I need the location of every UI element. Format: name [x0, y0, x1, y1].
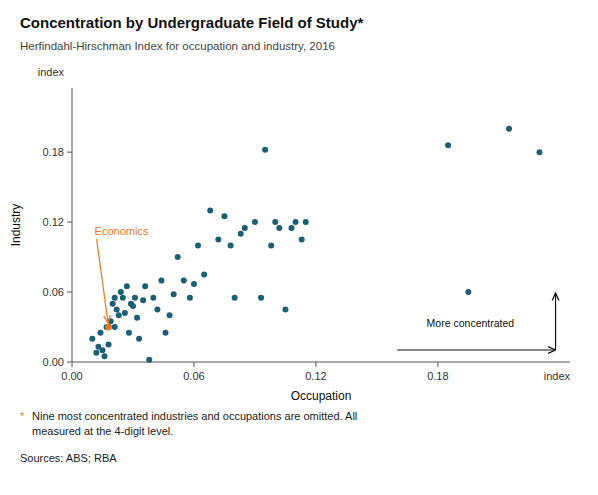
- x-axis-line: [72, 362, 570, 363]
- x-tick: [193, 362, 194, 367]
- point: [142, 283, 148, 289]
- point: [238, 231, 244, 237]
- x-axis-label: Occupation: [291, 389, 352, 403]
- point: [114, 307, 120, 313]
- annotations: Economics More concentrated: [95, 225, 556, 350]
- point: [289, 225, 295, 231]
- y-axis-label: Industry: [9, 204, 23, 247]
- footnote: Nine most concentrated industries and oc…: [32, 410, 357, 437]
- point: [258, 295, 264, 301]
- x-tick: [72, 362, 73, 367]
- point: [303, 219, 309, 225]
- point: [252, 219, 258, 225]
- direction-arrow: [555, 293, 556, 350]
- x-tick-label: 0.12: [305, 370, 326, 382]
- point: [99, 347, 105, 353]
- point: [163, 330, 169, 336]
- footnote-line: Nine most concentrated industries and oc…: [32, 410, 357, 422]
- point: [268, 242, 274, 248]
- y-tick-label: 0.18: [43, 146, 64, 158]
- y-tick-label: 0.12: [43, 216, 64, 228]
- point: [122, 310, 128, 316]
- point: [158, 277, 164, 283]
- point: [150, 295, 156, 301]
- point: [106, 342, 112, 348]
- chart: Concentration by Undergraduate Field of …: [0, 0, 598, 495]
- point: [110, 301, 116, 307]
- x-axis-unit: index: [544, 370, 571, 382]
- point: [276, 225, 282, 231]
- point: [93, 350, 99, 356]
- point: [175, 254, 181, 260]
- y-axis-unit: index: [38, 66, 65, 78]
- point: [181, 277, 187, 283]
- point: [132, 295, 138, 301]
- point: [108, 318, 114, 324]
- point: [272, 219, 278, 225]
- point: [118, 289, 124, 295]
- point: [124, 283, 130, 289]
- y-tick-label: 0.06: [43, 286, 64, 298]
- point: [187, 295, 193, 301]
- point: [191, 281, 197, 287]
- y-axis-line: [72, 88, 73, 362]
- point: [171, 291, 177, 297]
- x-tick-label: 0.06: [183, 370, 204, 382]
- point: [201, 272, 207, 278]
- point: [130, 303, 136, 309]
- x-tick: [437, 362, 438, 367]
- point: [506, 126, 512, 132]
- direction-arrow: [397, 349, 555, 350]
- point: [232, 295, 238, 301]
- y-tick: [67, 362, 72, 363]
- y-tick: [67, 292, 72, 293]
- point: [140, 297, 146, 303]
- footnote-line: measured at the 4-digit level.: [32, 425, 173, 437]
- x-tick-label: 0.00: [61, 370, 82, 382]
- point: [195, 242, 201, 248]
- point: [207, 207, 213, 213]
- point: [215, 237, 221, 243]
- point: [112, 324, 118, 330]
- x-tick-label: 0.18: [427, 370, 448, 382]
- point: [242, 225, 248, 231]
- highlight-point: [105, 324, 112, 331]
- point: [112, 295, 118, 301]
- point: [299, 237, 305, 243]
- point: [136, 336, 142, 342]
- point: [167, 312, 173, 318]
- annotation-label: Economics: [95, 225, 149, 237]
- point: [445, 142, 451, 148]
- point: [116, 312, 122, 318]
- point: [537, 149, 543, 155]
- axes: 0.00 0.06 0.12 0.18 0.00 0.06 0.12 0.18 Occupati…: [9, 66, 571, 403]
- point: [154, 307, 160, 313]
- annotation-arrow: [97, 239, 109, 323]
- point: [282, 307, 288, 313]
- sources: Sources: ABS; RBA: [20, 452, 117, 464]
- point: [228, 242, 234, 248]
- subtitle: Herfindahl-Hirschman Index for occupatio…: [20, 40, 335, 52]
- footnote-marker: *: [20, 410, 25, 422]
- point: [126, 330, 132, 336]
- point: [134, 315, 140, 321]
- point: [146, 357, 152, 363]
- point: [97, 330, 103, 336]
- point: [89, 336, 95, 342]
- point: [293, 219, 299, 225]
- points: [89, 126, 542, 363]
- point: [465, 289, 471, 295]
- point: [102, 353, 108, 359]
- direction-label: More concentrated: [427, 317, 515, 329]
- y-tick: [67, 152, 72, 153]
- point: [221, 213, 227, 219]
- point: [120, 295, 126, 301]
- title: Concentration by Undergraduate Field of …: [20, 14, 364, 31]
- footnotes: * Nine most concentrated industries and o…: [20, 410, 357, 464]
- y-tick: [67, 222, 72, 223]
- point: [262, 147, 268, 153]
- y-tick-label: 0.00: [43, 356, 64, 368]
- x-tick: [315, 362, 316, 367]
